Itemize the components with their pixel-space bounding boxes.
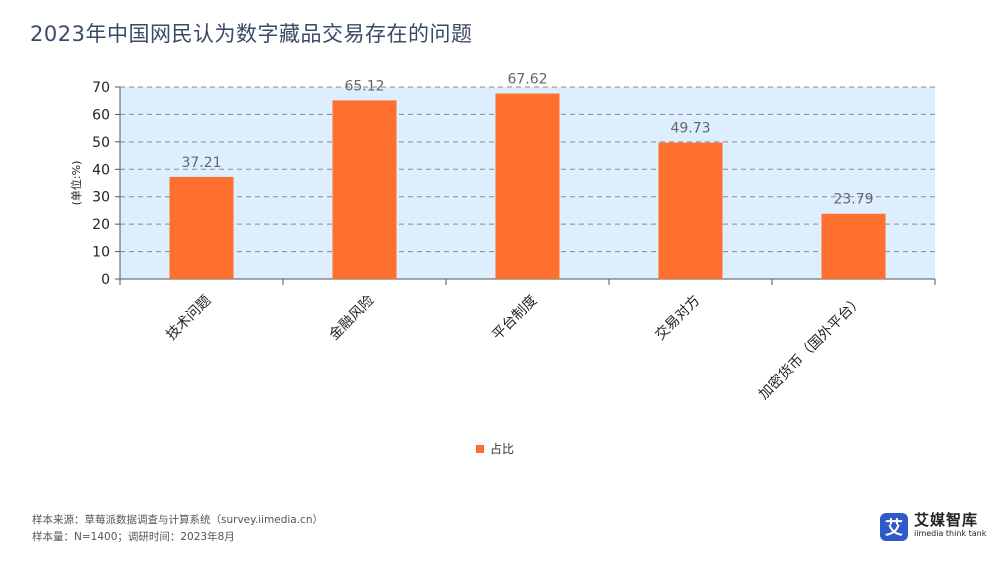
data-label: 23.79 (833, 192, 873, 208)
bar-chart: 0 10 20 30 40 50 60 70 (单位:%) 37.21 技术问题 65.12 金融风险 6… (69, 72, 936, 403)
category-label: 交易对方 (652, 292, 704, 344)
logo-icon: 艾 (880, 513, 908, 541)
y-tick-label: 10 (92, 245, 110, 261)
legend-label: 占比 (490, 442, 515, 456)
bar (169, 176, 234, 279)
y-tick-label: 70 (92, 80, 110, 96)
category-label: 金融风险 (326, 293, 377, 344)
y-tick-label: 0 (101, 272, 110, 288)
source-line-2: 样本量：N=1400；调研时间：2023年8月 (32, 531, 235, 543)
brand-logo: 艾 艾媒智库 iimedia think tank (880, 513, 986, 541)
y-tick-label: 60 (92, 107, 110, 123)
category-label: 技术问题 (163, 293, 214, 344)
data-label: 65.12 (344, 78, 384, 94)
bar (332, 100, 397, 280)
legend: 占比 (476, 440, 514, 457)
y-tick-label: 40 (92, 162, 110, 178)
y-tick-label: 50 (92, 135, 110, 151)
bar (658, 142, 723, 279)
y-axis-label: (单位:%) (69, 161, 83, 206)
logo-subtitle: iimedia think tank (914, 529, 987, 538)
source-note: 样本来源：草莓派数据调查与计算系统（survey.iimedia.cn） 样本量… (32, 512, 323, 546)
source-line-1: 样本来源：草莓派数据调查与计算系统（survey.iimedia.cn） (32, 514, 323, 526)
data-label: 37.21 (181, 155, 221, 171)
category-label: 平台制度 (489, 293, 540, 344)
chart-title: 2023年中国网民认为数字藏品交易存在的问题 (30, 22, 473, 46)
data-label: 49.73 (670, 121, 710, 137)
logo-name: 艾媒智库 (914, 511, 979, 529)
legend-swatch (476, 444, 484, 453)
y-tick-label: 20 (92, 217, 110, 233)
category-label: 加密货币（国外平台） (755, 292, 866, 403)
bar (821, 213, 886, 279)
y-tick-label: 30 (92, 190, 110, 206)
bar (495, 93, 560, 279)
data-label: 67.62 (507, 72, 547, 88)
